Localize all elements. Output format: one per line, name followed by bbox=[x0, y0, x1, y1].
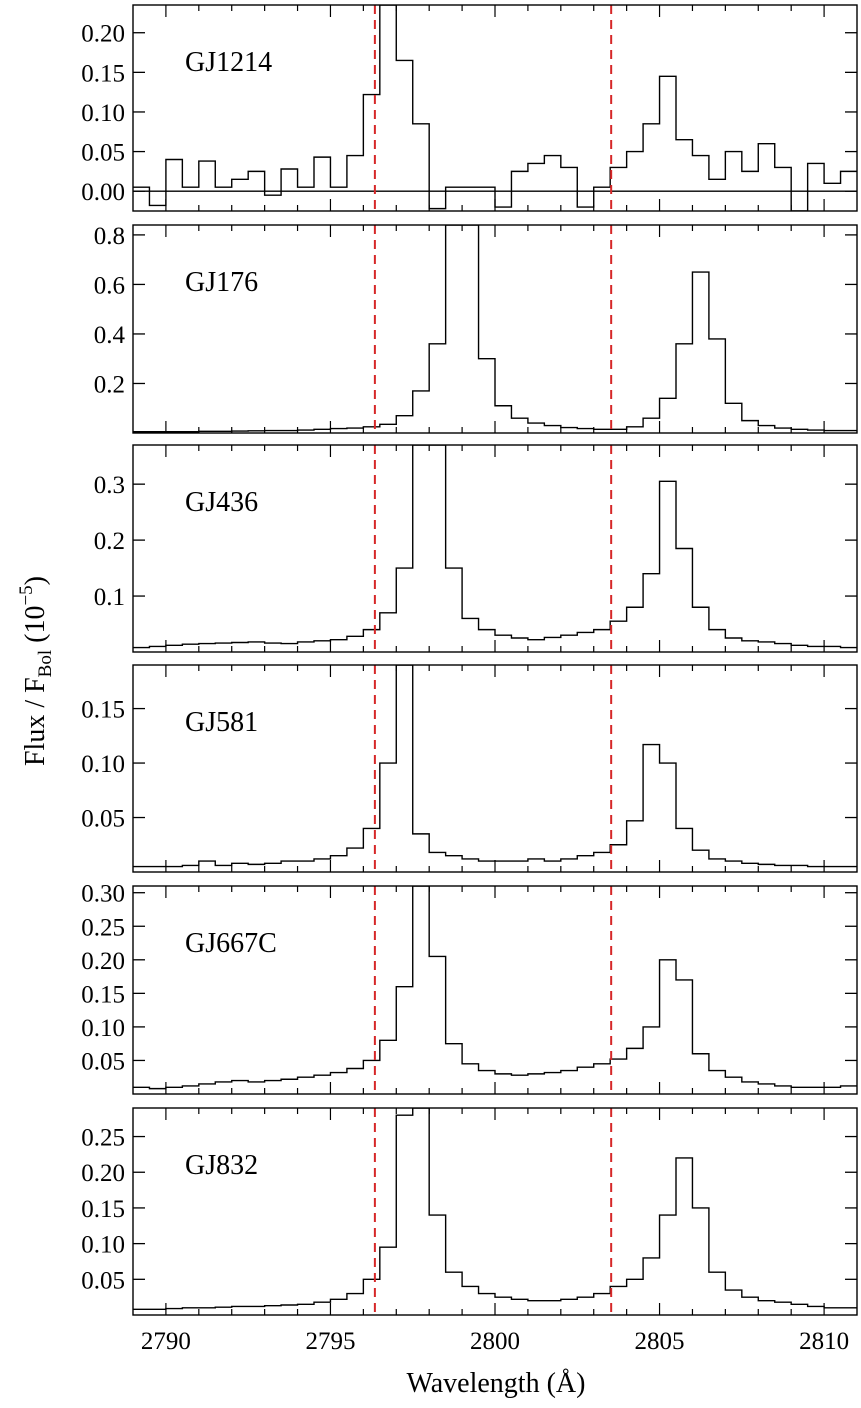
star-label-gj581: GJ581 bbox=[185, 707, 258, 738]
spectrum-line-gj1214 bbox=[133, 5, 857, 211]
y-axis-title-close: ) bbox=[20, 576, 51, 585]
spectrum-line-gj667c bbox=[133, 886, 857, 1090]
panel-gj667c: 0.05 0.10 0.15 0.20 0.25 0.30 GJ667C bbox=[81, 881, 858, 1095]
star-label-gj832: GJ832 bbox=[185, 1150, 258, 1181]
y-tick-label: 0.8 bbox=[94, 223, 125, 250]
y-tick-label: 0.15 bbox=[81, 981, 125, 1008]
x-axis-title: Wavelength (Å) bbox=[407, 1368, 586, 1399]
spectrum-line-gj436 bbox=[133, 445, 857, 649]
spectrum-line-gj832 bbox=[133, 1108, 857, 1310]
y-tick-label: 0.15 bbox=[81, 60, 125, 87]
panel-frame bbox=[132, 1107, 858, 1316]
star-label-gj436: GJ436 bbox=[185, 487, 258, 518]
y-tick-label: 0.1 bbox=[94, 584, 125, 611]
panel-gj581: 0.05 0.10 0.15 GJ581 bbox=[81, 664, 858, 873]
y-tick-label: 0.10 bbox=[81, 100, 125, 127]
panel-frame bbox=[132, 4, 858, 212]
y-tick-label: 0.00 bbox=[81, 179, 125, 206]
y-tick-label: 0.20 bbox=[81, 948, 125, 975]
panel-frame bbox=[132, 664, 858, 873]
y-tick-label: 0.2 bbox=[94, 528, 125, 555]
y-tick-label: 0.30 bbox=[81, 881, 125, 908]
spectrum-line-gj581 bbox=[133, 665, 857, 868]
y-axis-title-paren: (10 bbox=[20, 606, 51, 650]
panel-gj832: 0.05 0.10 0.15 0.20 0.25 GJ832 bbox=[81, 1107, 858, 1316]
star-label-gj1214: GJ1214 bbox=[185, 47, 272, 78]
y-tick-label: 0.3 bbox=[94, 472, 125, 499]
panel-gj436: 0.1 0.2 0.3 GJ436 bbox=[94, 444, 858, 653]
panel-frame bbox=[132, 444, 858, 653]
star-label-gj667c: GJ667C bbox=[185, 928, 277, 959]
x-tick-label: 2810 bbox=[799, 1328, 849, 1355]
x-tick-label: 2790 bbox=[141, 1328, 191, 1355]
panel-frame bbox=[132, 885, 858, 1095]
star-label-gj176: GJ176 bbox=[185, 267, 258, 298]
panel-gj176: 0.2 0.4 0.6 0.8 GJ176 bbox=[94, 223, 858, 434]
x-tick-label: 2795 bbox=[305, 1328, 355, 1355]
y-tick-label: 0.10 bbox=[81, 1232, 125, 1259]
x-tick-label: 2805 bbox=[635, 1328, 685, 1355]
y-tick-label: 0.05 bbox=[81, 1048, 125, 1075]
y-tick-label: 0.2 bbox=[94, 371, 125, 398]
x-tick-label: 2800 bbox=[470, 1328, 520, 1355]
panels-layer: 0.00 0.05 0.10 0.15 0.20 GJ1214 0.2 0.4 0.6 0.8 GJ… bbox=[81, 4, 858, 1355]
y-tick-label: 0.05 bbox=[81, 1267, 125, 1294]
y-axis-title-main: Flux / F bbox=[20, 677, 51, 766]
y-axis-title-exp: −5 bbox=[16, 585, 37, 605]
y-tick-label: 0.15 bbox=[81, 697, 125, 724]
y-tick-label: 0.05 bbox=[81, 806, 125, 833]
spectrum-line-gj176 bbox=[133, 225, 857, 433]
y-tick-label: 0.15 bbox=[81, 1196, 125, 1223]
y-tick-label: 0.10 bbox=[81, 751, 125, 778]
y-tick-label: 0.10 bbox=[81, 1015, 125, 1042]
y-tick-label: 0.20 bbox=[81, 1160, 125, 1187]
y-tick-label: 0.20 bbox=[81, 21, 125, 48]
y-tick-label: 0.4 bbox=[94, 322, 126, 349]
y-tick-label: 0.05 bbox=[81, 140, 125, 167]
y-tick-label: 0.6 bbox=[94, 272, 125, 299]
y-tick-label: 0.25 bbox=[81, 914, 125, 941]
y-axis-title: Flux / FBol (10−5) bbox=[16, 576, 56, 766]
y-tick-label: 0.25 bbox=[81, 1125, 125, 1152]
panel-gj1214: 0.00 0.05 0.10 0.15 0.20 GJ1214 bbox=[81, 4, 858, 212]
y-axis-title-sub: Bol bbox=[35, 650, 56, 677]
